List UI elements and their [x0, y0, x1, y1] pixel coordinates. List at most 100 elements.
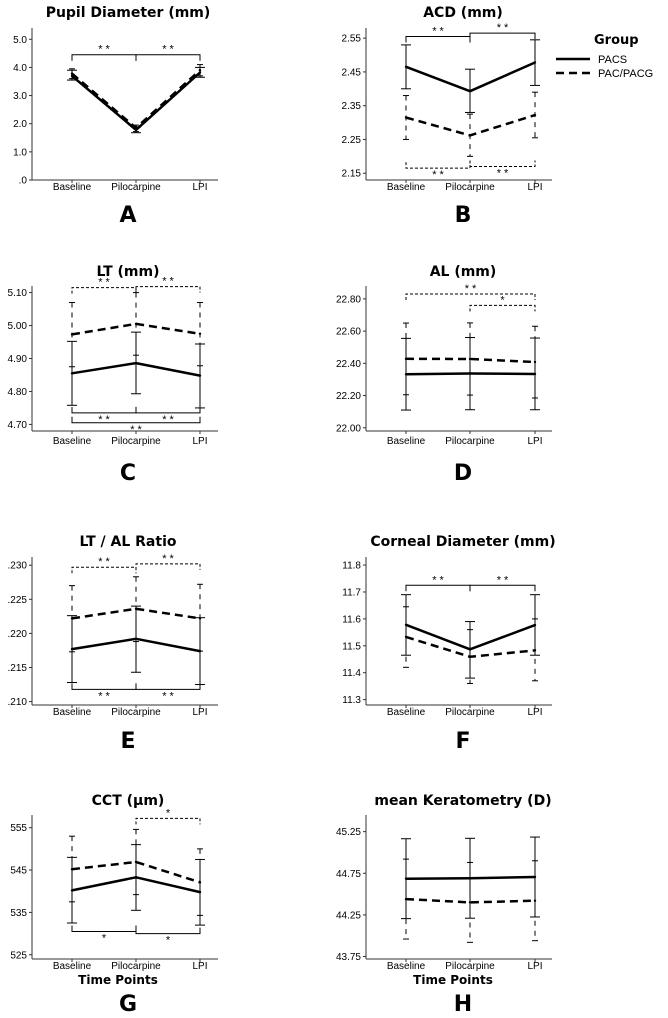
- significance-label: * *: [98, 414, 110, 426]
- legend-title: Group: [594, 33, 639, 48]
- x-tick-label: Baseline: [387, 182, 426, 193]
- y-tick-label: 535: [10, 908, 27, 919]
- y-tick-label: 11.6: [342, 614, 361, 625]
- x-axis-title: Time Points: [78, 973, 158, 987]
- data-point-pacs: [533, 623, 537, 627]
- significance-label: * *: [432, 25, 444, 37]
- chart-title: CCT (μm): [92, 793, 165, 809]
- data-point-pacs: [468, 877, 472, 880]
- significance-label: * *: [497, 574, 509, 586]
- y-tick-label: 2.45: [342, 67, 362, 78]
- x-axis-title: Time Points: [413, 973, 493, 987]
- data-point-pacpacg: [198, 69, 202, 72]
- x-tick-label: Baseline: [53, 436, 92, 447]
- data-point-pacpacg: [468, 134, 472, 137]
- y-tick-label: 22.80: [336, 294, 361, 305]
- chart-title: LT (mm): [97, 264, 160, 280]
- significance-label: * *: [98, 556, 110, 568]
- data-point-pacpacg: [533, 113, 537, 117]
- data-point-pacpacg: [468, 901, 472, 904]
- significance-bracket: [71, 406, 137, 414]
- x-tick-label: Pilocarpine: [111, 961, 161, 972]
- significance-label: * *: [98, 44, 110, 56]
- significance-bracket: [405, 35, 471, 43]
- panel-label: G: [119, 992, 137, 1017]
- data-point-pacpacg: [468, 655, 472, 659]
- x-tick-label: LPI: [527, 961, 542, 972]
- significance-label: *: [166, 935, 171, 947]
- y-tick-label: 11.4: [342, 668, 361, 679]
- y-tick-label: 5.00: [8, 321, 28, 332]
- data-point-pacs: [198, 71, 202, 74]
- chart-panel-b: ACD (mm) 2.15 2.25 2.35 2.45 2.55 Baseline Pilo…: [342, 5, 552, 228]
- panel-label: C: [120, 461, 136, 486]
- y-tick-label: 44.25: [336, 910, 361, 921]
- series-line-pacpacg: [405, 357, 536, 364]
- data-point-pacs: [404, 877, 408, 880]
- panel-label: E: [120, 729, 135, 754]
- legend: Group PACS PAC/PACG: [556, 33, 653, 80]
- y-tick-label: 2.15: [342, 169, 362, 180]
- y-tick-label: 2.25: [342, 135, 362, 146]
- data-point-pacpacg: [70, 72, 74, 75]
- significance-bracket: [71, 416, 201, 424]
- significance-label: * *: [98, 690, 110, 702]
- significance-bracket: [469, 160, 536, 167]
- y-tick-label: 22.60: [336, 327, 361, 338]
- series-line-pacpacg: [405, 897, 536, 904]
- data-point-pacpacg: [134, 860, 138, 864]
- data-point-pacpacg: [134, 607, 138, 611]
- y-tick-label: 43.75: [336, 952, 361, 963]
- series-line-pacs: [71, 71, 201, 132]
- chart-title: Pupil Diameter (mm): [46, 5, 211, 21]
- y-tick-label: 1.0: [13, 147, 27, 158]
- significance-bracket: [469, 584, 536, 592]
- data-point-pacs: [198, 374, 202, 377]
- y-tick-label: .225: [8, 595, 28, 606]
- y-tick-label: .215: [8, 663, 28, 674]
- panel-label: F: [455, 729, 470, 754]
- series-line-pacpacg: [71, 322, 201, 336]
- x-tick-label: LPI: [192, 961, 207, 972]
- significance-bracket: [135, 817, 201, 825]
- chart-title: AL (mm): [430, 264, 497, 280]
- y-tick-label: 2.35: [342, 101, 362, 112]
- significance-bracket: [405, 293, 536, 301]
- panel-label: B: [455, 203, 472, 228]
- data-point-pacpacg: [533, 360, 537, 364]
- chart-panel-c: LT (mm) 4.70 4.80 4.90 5.00 5.10 Baseline Piloc…: [8, 264, 218, 486]
- chart-panel-a: Pupil Diameter (mm) .0 1.0 2.0 3.0 4.0 5.0 Base…: [13, 5, 218, 228]
- y-tick-label: .220: [8, 629, 28, 640]
- y-tick-label: 44.75: [336, 869, 361, 880]
- data-point-pacpacg: [404, 116, 408, 119]
- chart-panel-h: mean Keratometry (D) 43.75 44.25 44.75 45.25…: [336, 793, 552, 1017]
- data-point-pacpacg: [404, 635, 408, 639]
- data-point-pacs: [134, 361, 138, 365]
- x-tick-label: Pilocarpine: [445, 436, 495, 447]
- data-point-pacpacg: [404, 897, 408, 901]
- significance-bracket: [135, 54, 201, 61]
- data-point-pacpacg: [134, 126, 138, 130]
- significance-bracket: [469, 32, 536, 40]
- y-tick-label: 555: [10, 823, 27, 834]
- significance-label: * *: [497, 167, 509, 179]
- data-point-pacpacg: [198, 332, 202, 335]
- y-tick-label: 22.20: [336, 391, 361, 402]
- x-tick-label: Pilocarpine: [445, 182, 495, 193]
- significance-bracket: [71, 566, 137, 574]
- x-tick-label: LPI: [192, 436, 207, 447]
- x-tick-label: Baseline: [387, 436, 426, 447]
- y-tick-label: .0: [19, 176, 28, 187]
- x-tick-label: Baseline: [387, 961, 426, 972]
- chart-panel-g: CCT (μm) 525 535 545 555 Baseline Pilocarpine L…: [10, 793, 218, 1017]
- chart-title: ACD (mm): [423, 5, 503, 21]
- x-tick-label: Baseline: [53, 707, 92, 718]
- series-line-pacpacg: [71, 860, 201, 884]
- y-tick-label: 545: [10, 866, 27, 877]
- legend-label-pacs: PACS: [598, 54, 627, 66]
- data-point-pacpacg: [533, 899, 537, 902]
- series-line-pacpacg: [71, 69, 201, 130]
- chart-panel-e: LT / AL Ratio .210 .215 .220 .225 .230 Baselin…: [8, 534, 218, 754]
- significance-bracket: [71, 683, 137, 690]
- data-point-pacs: [404, 65, 408, 69]
